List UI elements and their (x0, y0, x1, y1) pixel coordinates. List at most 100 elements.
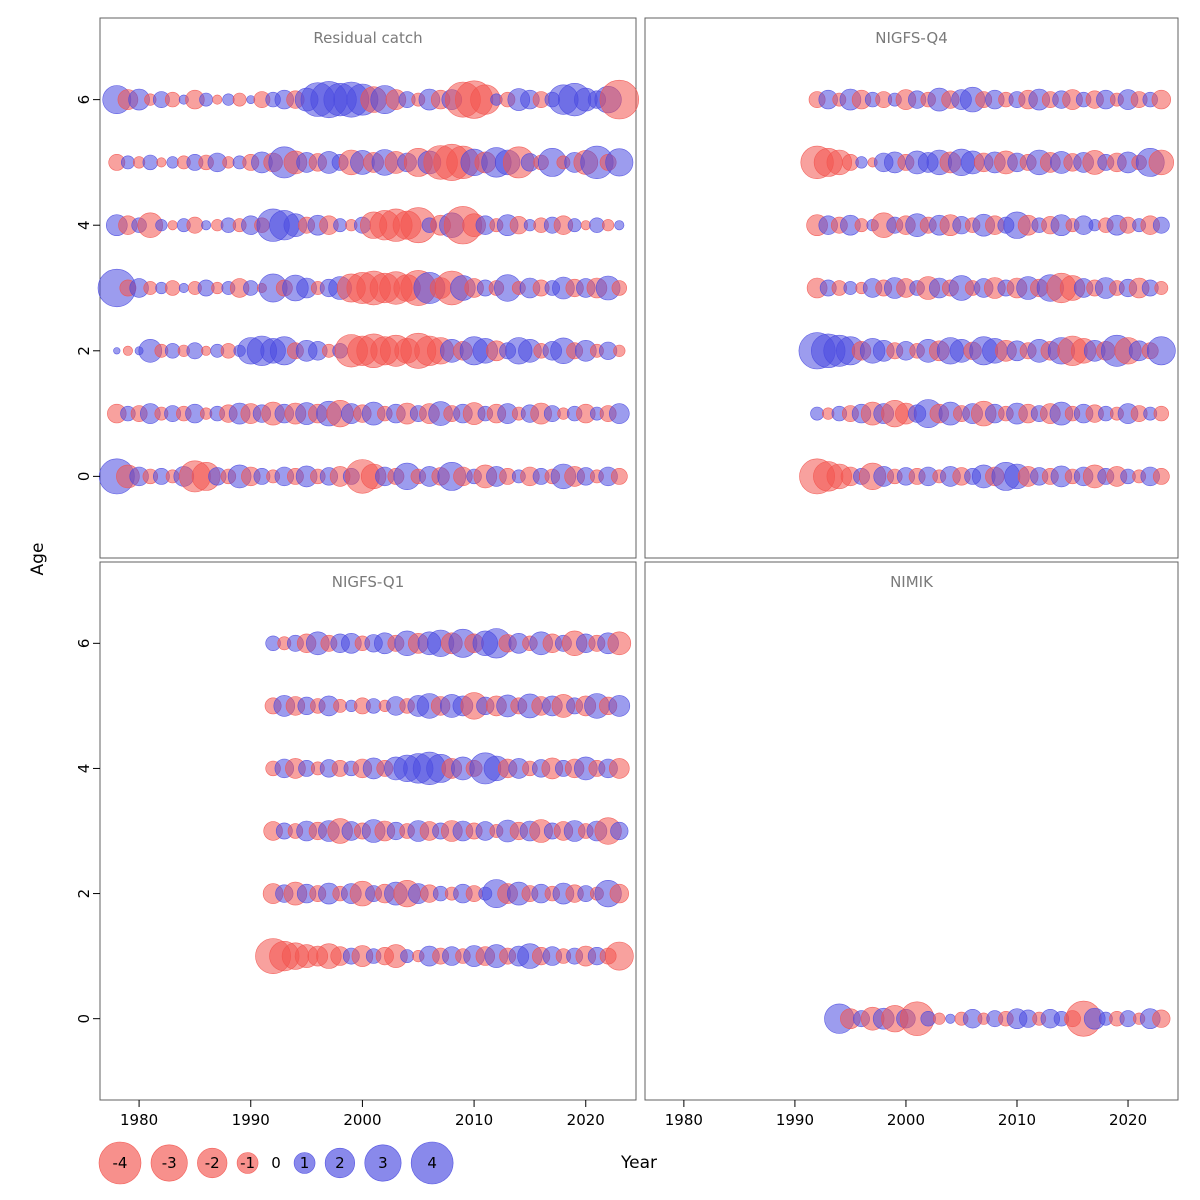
legend-value-label: -4 (113, 1154, 128, 1172)
residual-bubble (333, 699, 347, 713)
residual-bubble (167, 220, 178, 231)
residual-bubble (933, 1012, 946, 1025)
residual-bubble (212, 94, 223, 105)
residual-bubble (1152, 467, 1170, 485)
residual-bubble (1148, 149, 1175, 176)
y-tick-label: 6 (75, 95, 93, 105)
legend-value-label: 0 (271, 1154, 281, 1172)
y-tick-label: 4 (75, 220, 93, 230)
residual-bubble (178, 282, 189, 293)
residual-bubble (609, 883, 629, 904)
residual-bubble (608, 403, 630, 424)
residual-bubble (155, 219, 168, 232)
residual-bubble (1146, 336, 1176, 366)
residual-bubble (121, 155, 135, 170)
x-tick-label: 1990 (232, 1111, 270, 1129)
residual-bubble (608, 758, 630, 779)
residual-bubble (232, 92, 247, 107)
residual-bubble (854, 218, 869, 233)
legend-bubble (324, 1147, 356, 1179)
residual-bubble (613, 344, 626, 357)
residual-bubble (166, 156, 179, 169)
y-tick-label: 2 (75, 889, 93, 899)
panel-title: NIGFS-Q4 (875, 29, 947, 47)
legend-bubble (236, 1152, 259, 1174)
residual-bubble (113, 347, 121, 355)
x-tick-label: 2000 (343, 1111, 381, 1129)
residual-bubble (614, 220, 625, 231)
y-tick-label: 6 (75, 639, 93, 649)
residual-bubble (1152, 216, 1170, 234)
legend-bubble (410, 1141, 454, 1185)
residual-bubble (601, 219, 615, 232)
legend-value-label: -2 (205, 1154, 220, 1172)
residual-bubble (201, 220, 212, 231)
panel-title: NIMIK (890, 573, 934, 591)
x-tick-label: 2010 (455, 1111, 493, 1129)
residual-bubble (611, 280, 627, 296)
legend-value-label: 2 (335, 1154, 345, 1172)
residual-bubble (211, 281, 224, 295)
legend-bubble (150, 1144, 188, 1182)
residual-bubble (222, 156, 235, 169)
bubble-size-legend: -4 -3 -2 -1 0 1 2 3 4 (98, 1141, 454, 1185)
residual-bubble (400, 949, 414, 963)
legend-bubble (197, 1147, 228, 1179)
residual-bubble (810, 406, 824, 421)
residual-bubble (156, 157, 167, 168)
x-tick-label: 2020 (1109, 1111, 1147, 1129)
residual-bubble (201, 345, 212, 356)
legend-bubble (364, 1144, 402, 1182)
residual-bubble (607, 631, 632, 656)
y-tick-label: 0 (75, 1014, 93, 1024)
residual-bubble (186, 216, 204, 234)
y-tick-label: 4 (75, 764, 93, 774)
panel-residual-catch: Residual catch (97, 17, 639, 559)
legend-value-label: 3 (378, 1154, 388, 1172)
x-tick-label: 2000 (887, 1111, 925, 1129)
x-tick-label: 1990 (776, 1111, 814, 1129)
residual-bubble (605, 148, 634, 177)
residual-bubble (608, 695, 631, 717)
panel-nimik: NIMIK (644, 561, 1179, 1101)
residual-bubble (945, 1013, 956, 1024)
residual-bubble (1153, 405, 1170, 422)
legend-bubble (98, 1141, 142, 1185)
residual-bubble (604, 941, 634, 971)
panel-title: NIGFS-Q1 (332, 573, 404, 591)
legend-value-label: 1 (300, 1154, 310, 1172)
residual-bubble (610, 821, 629, 841)
residual-bubble (186, 342, 204, 360)
x-tick-label: 2020 (567, 1111, 605, 1129)
residual-bubble (610, 467, 628, 485)
residual-bubble (142, 154, 159, 171)
residual-bubble (1151, 89, 1172, 110)
y-tick-label: 2 (75, 346, 93, 356)
residual-bubble (567, 218, 582, 233)
panel-title: Residual catch (313, 29, 422, 47)
panel-nigfs-q1: NIGFS-Q1 (99, 561, 637, 1101)
y-tick-label: 0 (75, 472, 93, 482)
legend-value-label: 4 (427, 1154, 437, 1172)
residual-bubble (843, 281, 858, 295)
residual-bubble (164, 280, 181, 296)
legend-value-label: -3 (162, 1154, 177, 1172)
residual-bubble (222, 93, 235, 106)
residual-bubble (580, 220, 591, 231)
panel-nigfs-q4: NIGFS-Q4 (644, 17, 1179, 559)
residual-bubble (143, 281, 158, 295)
residual-bubble (1154, 281, 1169, 295)
residual-bubble (122, 345, 133, 356)
x-tick-label: 2010 (998, 1111, 1036, 1129)
residual-bubble (333, 218, 347, 233)
legend-bubble (293, 1152, 316, 1174)
residual-bubble (855, 156, 868, 169)
residual-bubble (243, 280, 259, 296)
x-tick-label: 1980 (120, 1111, 158, 1129)
x-axis-label: Year (621, 1153, 657, 1173)
residual-bubble (1152, 1009, 1171, 1028)
legend-value-label: -1 (240, 1154, 255, 1172)
x-tick-label: 1980 (665, 1111, 703, 1129)
